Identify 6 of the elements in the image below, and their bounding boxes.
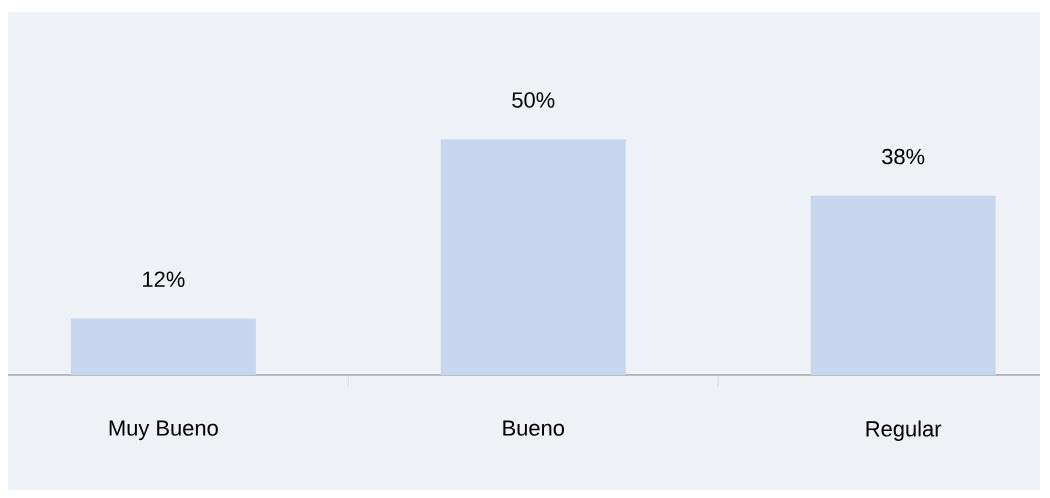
x-tick-label: Regular — [866, 420, 942, 441]
data-label: 12% — [143, 271, 185, 287]
x-tick-label: Muy Bueno — [109, 420, 218, 441]
data-label: 50% — [512, 92, 555, 108]
data-label: 38% — [882, 148, 925, 165]
x-tick-label: Bueno — [503, 420, 565, 436]
